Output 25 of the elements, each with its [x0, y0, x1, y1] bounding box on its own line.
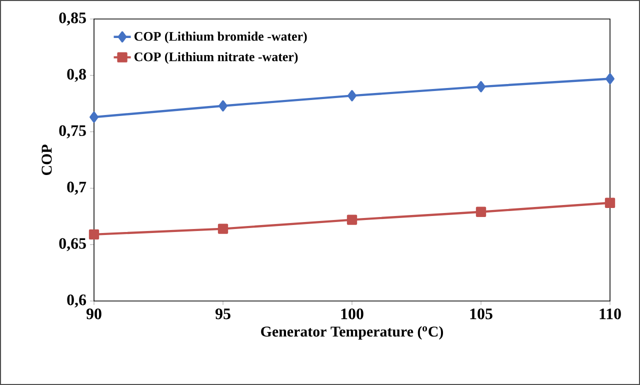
- point: [218, 224, 228, 234]
- x-tick-label: 100: [341, 308, 364, 320]
- point: [606, 73, 614, 84]
- y-tick-label: 0,6: [67, 294, 86, 308]
- point: [476, 206, 486, 217]
- legend-label: COP (Lithium bromide -water): [134, 32, 307, 44]
- y-axis-title: COP: [42, 144, 52, 176]
- y-tick-label: 0,65: [59, 238, 86, 252]
- x-tick-label: 105: [470, 308, 492, 320]
- point: [604, 198, 616, 208]
- y-tick-label: 0,8: [67, 68, 86, 82]
- x-axis-title: Generator Temperature ($^{o}$C): [261, 326, 444, 340]
- point: [218, 100, 228, 112]
- x-tick-label: 90: [86, 308, 102, 320]
- legend-label: COP (Lithium nitrate -water): [134, 52, 298, 64]
- point: [90, 112, 98, 123]
- y-tick-label: 0,85: [59, 12, 86, 26]
- point: [476, 81, 486, 92]
- point: [348, 90, 356, 102]
- y-tick-label: 0,7: [67, 182, 86, 195]
- y-tick-label: 0,75: [59, 125, 86, 138]
- x-tick-label: 110: [600, 308, 621, 320]
- point: [88, 229, 100, 240]
- x-tick-label: 95: [215, 308, 230, 320]
- point: [346, 214, 358, 225]
